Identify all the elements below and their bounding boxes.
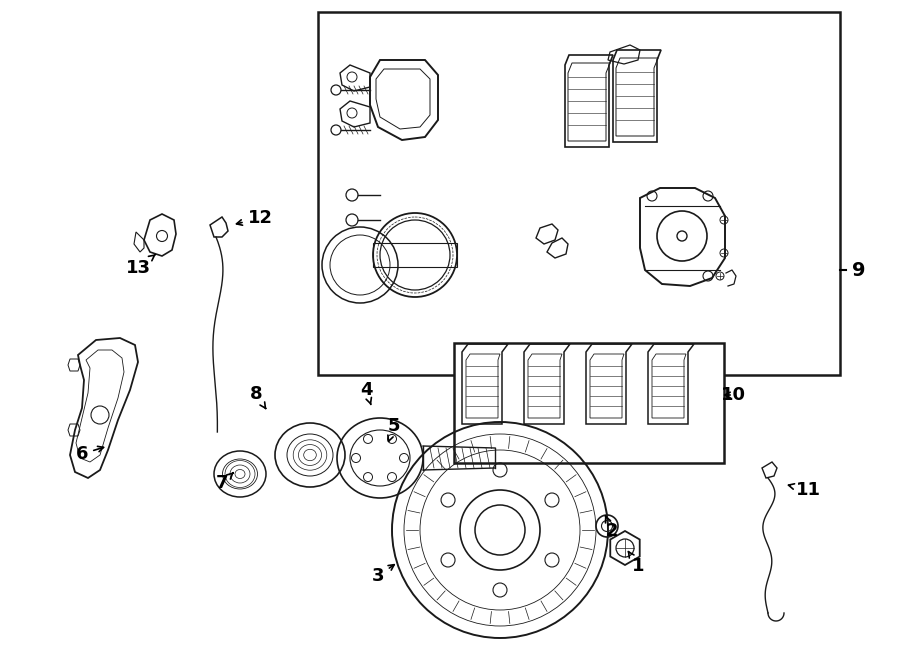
Text: 5: 5	[388, 417, 400, 442]
Text: 3: 3	[372, 564, 394, 585]
Text: 10: 10	[721, 386, 745, 404]
Text: 8: 8	[249, 385, 266, 408]
Circle shape	[677, 231, 687, 241]
Text: 7: 7	[216, 473, 233, 492]
Bar	[454, 343, 724, 463]
Text: 13: 13	[125, 254, 156, 277]
Text: 6: 6	[76, 445, 104, 463]
Text: 4: 4	[360, 381, 373, 405]
Text: 12: 12	[237, 209, 273, 227]
Text: 9: 9	[852, 260, 866, 280]
Text: 11: 11	[788, 481, 821, 499]
Text: 1: 1	[628, 551, 644, 575]
Bar	[318, 12, 840, 375]
Text: 2: 2	[606, 516, 618, 540]
